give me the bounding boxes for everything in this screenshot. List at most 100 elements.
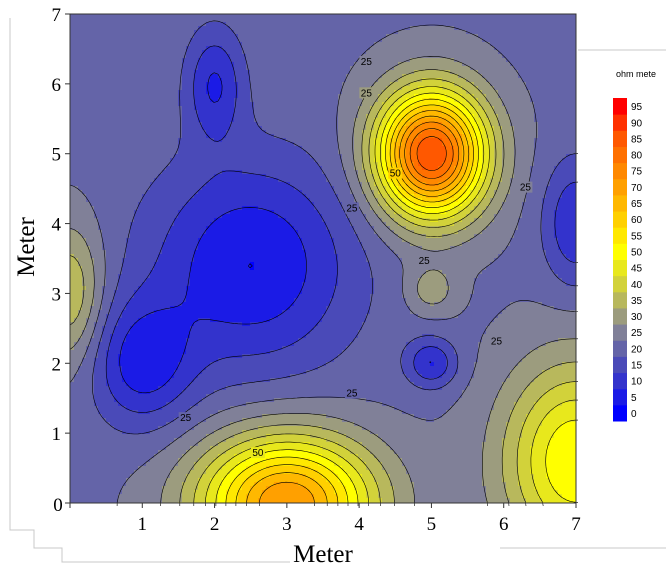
contour-cell: [506, 434, 522, 438]
contour-cell: [70, 78, 182, 82]
contour-cell: [374, 194, 382, 198]
contour-cell: [402, 166, 406, 170]
contour-cell: [454, 154, 458, 158]
contour-cell: [414, 366, 446, 370]
contour-cell: [498, 182, 510, 186]
contour-cell: [346, 214, 366, 218]
legend-label: 25: [631, 328, 643, 339]
contour-cell: [494, 190, 510, 194]
contour-cell: [218, 498, 226, 502]
contour-cell: [442, 414, 490, 418]
contour-cell: [234, 62, 246, 66]
contour-cell: [530, 90, 576, 94]
contour-cell: [246, 494, 262, 498]
contour-cell: [470, 66, 514, 70]
contour-cell: [182, 126, 202, 130]
contour-cell: [206, 46, 222, 50]
contour-cell: [342, 466, 354, 470]
contour-cell: [474, 370, 510, 374]
contour-cell: [298, 294, 334, 298]
contour-cell: [466, 134, 470, 138]
contour-cell: [70, 358, 82, 362]
contour-cell: [526, 198, 542, 202]
contour-cell: [122, 270, 150, 274]
contour-cell: [414, 358, 446, 362]
contour-cell: [90, 254, 106, 258]
legend-swatch: [613, 146, 627, 164]
contour-cell: [354, 466, 366, 470]
contour-cell: [186, 478, 198, 482]
contour-cell: [502, 386, 526, 390]
contour-cell: [406, 130, 410, 134]
contour-cell: [246, 478, 262, 482]
contour-cell: [466, 182, 470, 186]
contour-cell: [342, 86, 370, 90]
contour-cell: [458, 314, 498, 318]
contour-cell: [210, 178, 278, 182]
contour-cell: [346, 178, 358, 182]
contour-cell: [462, 154, 470, 158]
contour-cell: [354, 150, 362, 154]
contour-cell: [238, 498, 246, 502]
contour-cell: [534, 114, 576, 118]
contour-cell: [482, 458, 502, 462]
contour-cell: [114, 294, 134, 298]
contour-cell: [530, 98, 576, 102]
contour-cell: [382, 158, 386, 162]
contour-cell: [466, 114, 474, 118]
contour-cell: [478, 158, 482, 162]
contour-cell: [70, 14, 576, 18]
contour-cell: [390, 186, 398, 190]
contour-cell: [214, 430, 242, 434]
contour-cell: [534, 118, 576, 122]
contour-cell: [206, 82, 222, 86]
contour-cell: [70, 434, 182, 438]
contour-cell: [70, 202, 90, 206]
contour-cell: [162, 486, 182, 490]
legend-swatch: [613, 243, 627, 260]
frame-lines: [9, 18, 666, 563]
contour-cell: [482, 146, 490, 150]
contour-cell: [462, 178, 466, 182]
contour-cell: [370, 146, 374, 150]
contour-cell: [362, 458, 378, 462]
contour-cell: [98, 226, 130, 230]
contour-cell: [318, 162, 342, 166]
contour-cell: [562, 494, 576, 498]
contour-cell: [78, 366, 94, 370]
contour-cell: [534, 110, 576, 114]
contour-cell: [450, 70, 478, 74]
contour-cell: [510, 114, 534, 118]
contour-cell: [386, 242, 410, 246]
contour-cell: [70, 326, 86, 330]
contour-label-bg: [344, 387, 359, 399]
y-tick-label: 5: [52, 145, 62, 166]
legend-label: 5: [631, 393, 637, 404]
contour-cell: [502, 458, 518, 462]
contour-cell: [382, 178, 386, 182]
contour-cell: [442, 162, 450, 166]
contour-cell: [414, 174, 422, 178]
contour-cell: [350, 450, 370, 454]
contour-cell: [534, 442, 550, 446]
contour-cell: [514, 134, 538, 138]
contour-cell: [86, 346, 98, 350]
contour-cell: [474, 290, 576, 294]
contour-cell: [386, 190, 394, 194]
contour-cell: [130, 234, 166, 238]
contour-cell: [274, 398, 366, 402]
contour-cell: [158, 386, 186, 390]
contour-cell: [486, 134, 494, 138]
contour-cell: [490, 322, 576, 326]
contour-cell: [482, 170, 486, 174]
contour-cell: [110, 342, 122, 346]
contour-cell: [334, 290, 374, 294]
contour-cell: [350, 182, 362, 186]
contour-cell: [470, 194, 478, 198]
contour-cell: [346, 490, 358, 494]
contour-cell: [390, 150, 394, 154]
contour-cell: [398, 254, 498, 258]
contour-cell: [462, 162, 466, 166]
contour-cell: [474, 174, 482, 178]
contour-cell: [382, 206, 390, 210]
